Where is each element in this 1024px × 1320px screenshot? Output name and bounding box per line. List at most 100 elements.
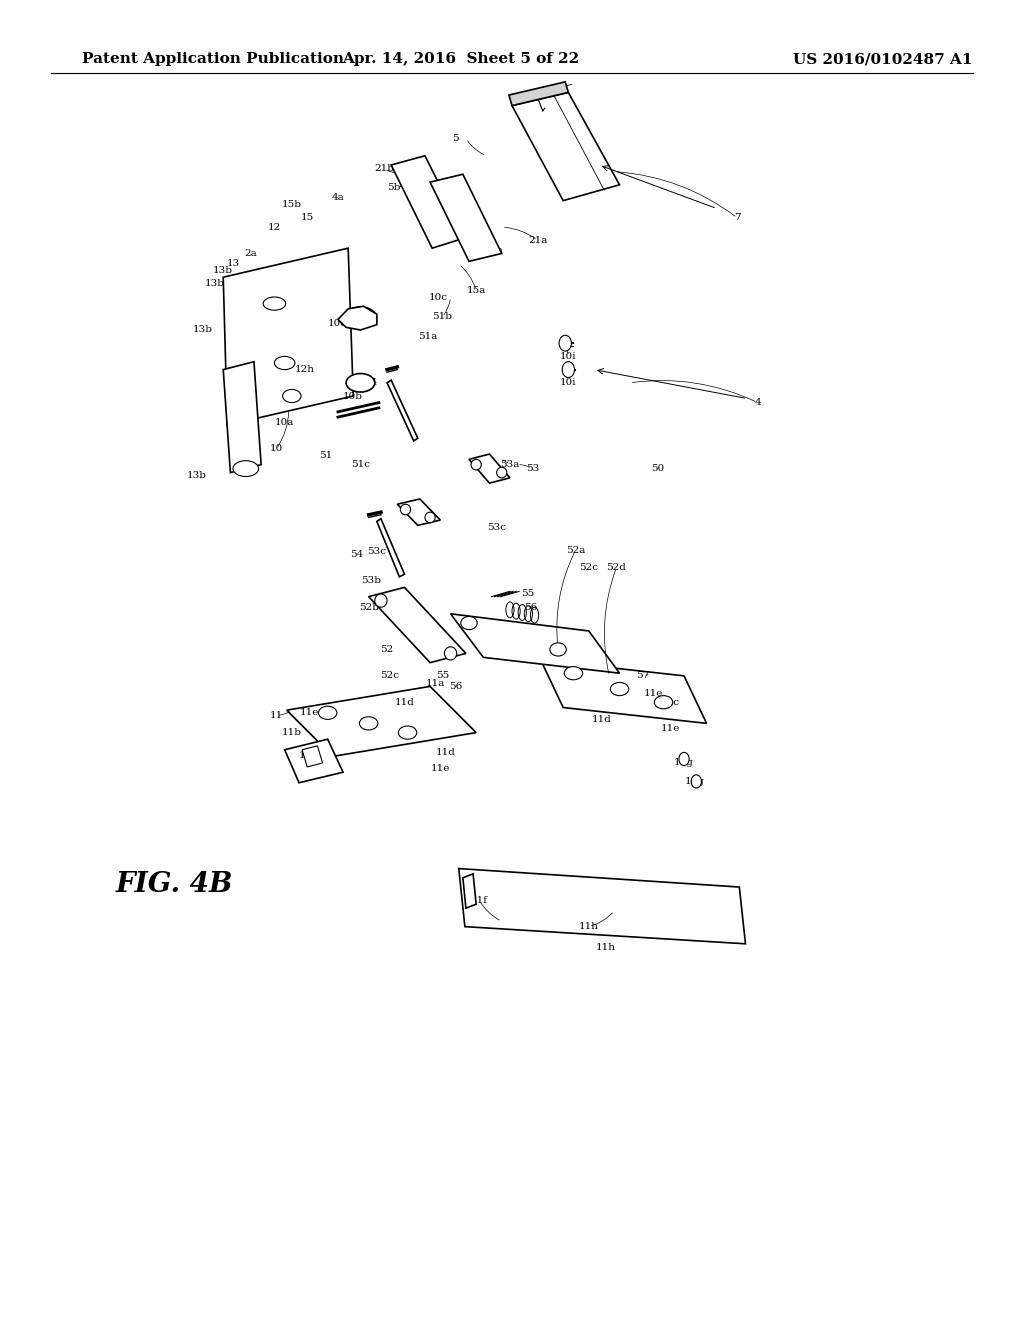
Text: 11e: 11e (644, 689, 663, 697)
Text: 15: 15 (301, 214, 313, 222)
Ellipse shape (562, 362, 574, 378)
Text: 15b: 15b (282, 201, 302, 209)
Text: 10b: 10b (343, 392, 364, 400)
Text: 56: 56 (524, 603, 537, 611)
Polygon shape (285, 739, 343, 783)
Ellipse shape (691, 775, 701, 788)
Polygon shape (541, 660, 707, 723)
Ellipse shape (471, 459, 481, 470)
Ellipse shape (461, 616, 477, 630)
Ellipse shape (359, 717, 378, 730)
Ellipse shape (550, 643, 566, 656)
Text: 51c: 51c (351, 461, 370, 469)
Text: 12: 12 (268, 223, 281, 231)
Text: 53b: 53b (360, 577, 381, 585)
Polygon shape (451, 614, 620, 673)
Polygon shape (459, 869, 745, 944)
Text: 21b: 21b (374, 165, 394, 173)
Ellipse shape (318, 706, 337, 719)
Text: 54: 54 (365, 379, 377, 387)
Ellipse shape (398, 726, 417, 739)
Text: 13: 13 (227, 260, 240, 268)
Text: 11d: 11d (435, 748, 456, 756)
Text: 10i: 10i (560, 352, 577, 360)
Text: Patent Application Publication: Patent Application Publication (82, 53, 344, 66)
Text: 10: 10 (270, 445, 283, 453)
Ellipse shape (400, 504, 411, 515)
Text: 11b: 11b (282, 729, 302, 737)
Text: 10c: 10c (429, 293, 447, 301)
Text: 57: 57 (637, 672, 649, 680)
Text: 11g: 11g (684, 777, 705, 785)
Text: 7: 7 (734, 214, 740, 222)
Ellipse shape (283, 389, 301, 403)
Polygon shape (338, 306, 377, 330)
Text: 11h: 11h (596, 944, 616, 952)
Text: 10d: 10d (328, 319, 348, 327)
Text: 53c: 53c (487, 524, 506, 532)
Polygon shape (287, 686, 476, 756)
Ellipse shape (274, 356, 295, 370)
Text: 4: 4 (755, 399, 761, 407)
Ellipse shape (679, 752, 689, 766)
Text: 11e: 11e (300, 709, 318, 717)
Text: 52c: 52c (380, 672, 398, 680)
Ellipse shape (346, 374, 375, 392)
Text: Apr. 14, 2016  Sheet 5 of 22: Apr. 14, 2016 Sheet 5 of 22 (342, 53, 580, 66)
Text: 55: 55 (521, 590, 534, 598)
Text: 13b: 13b (186, 471, 207, 479)
Polygon shape (469, 454, 510, 483)
Polygon shape (397, 499, 440, 525)
Polygon shape (223, 362, 261, 473)
Text: 11e: 11e (662, 725, 680, 733)
Text: 56: 56 (450, 682, 462, 690)
Text: 53a: 53a (501, 461, 519, 469)
Text: 5b: 5b (387, 183, 401, 191)
Polygon shape (463, 874, 476, 908)
Text: 55: 55 (436, 672, 449, 680)
Text: 13b: 13b (213, 267, 233, 275)
Polygon shape (430, 174, 502, 261)
Text: 11d: 11d (592, 715, 612, 723)
Text: 5: 5 (453, 135, 459, 143)
Text: 51a: 51a (419, 333, 437, 341)
Text: 21a: 21a (528, 236, 547, 244)
Text: 2a: 2a (245, 249, 257, 257)
Text: FIG. 4B: FIG. 4B (116, 871, 232, 898)
Ellipse shape (559, 335, 571, 351)
Text: 54: 54 (350, 550, 362, 558)
Ellipse shape (497, 467, 507, 478)
Polygon shape (369, 587, 466, 663)
Text: 15a: 15a (467, 286, 485, 294)
Text: 52b: 52b (358, 603, 379, 611)
Text: 11f: 11f (471, 896, 487, 904)
Text: 4a: 4a (332, 194, 344, 202)
Ellipse shape (263, 297, 286, 310)
Polygon shape (387, 380, 418, 441)
Text: 21: 21 (398, 181, 411, 189)
Text: 51: 51 (319, 451, 332, 459)
Ellipse shape (610, 682, 629, 696)
Ellipse shape (375, 594, 387, 607)
Text: 11e: 11e (431, 764, 450, 772)
Text: 50: 50 (651, 465, 664, 473)
Text: 52a: 52a (566, 546, 585, 554)
Text: 51b: 51b (432, 313, 453, 321)
Text: US 2016/0102487 A1: US 2016/0102487 A1 (794, 53, 973, 66)
Text: 10a: 10a (275, 418, 294, 426)
Text: 11b: 11b (299, 751, 319, 759)
Ellipse shape (654, 696, 673, 709)
Text: 11a: 11a (426, 680, 444, 688)
Text: 13b: 13b (205, 280, 225, 288)
Text: 11h: 11h (579, 923, 599, 931)
Text: 53: 53 (526, 465, 539, 473)
Ellipse shape (232, 461, 258, 477)
Text: 52c: 52c (580, 564, 598, 572)
Ellipse shape (345, 306, 376, 326)
Text: 11g: 11g (674, 759, 694, 767)
Text: 11d: 11d (394, 698, 415, 706)
Polygon shape (512, 92, 620, 201)
Polygon shape (391, 156, 466, 248)
Text: 52d: 52d (606, 564, 627, 572)
Ellipse shape (444, 647, 457, 660)
